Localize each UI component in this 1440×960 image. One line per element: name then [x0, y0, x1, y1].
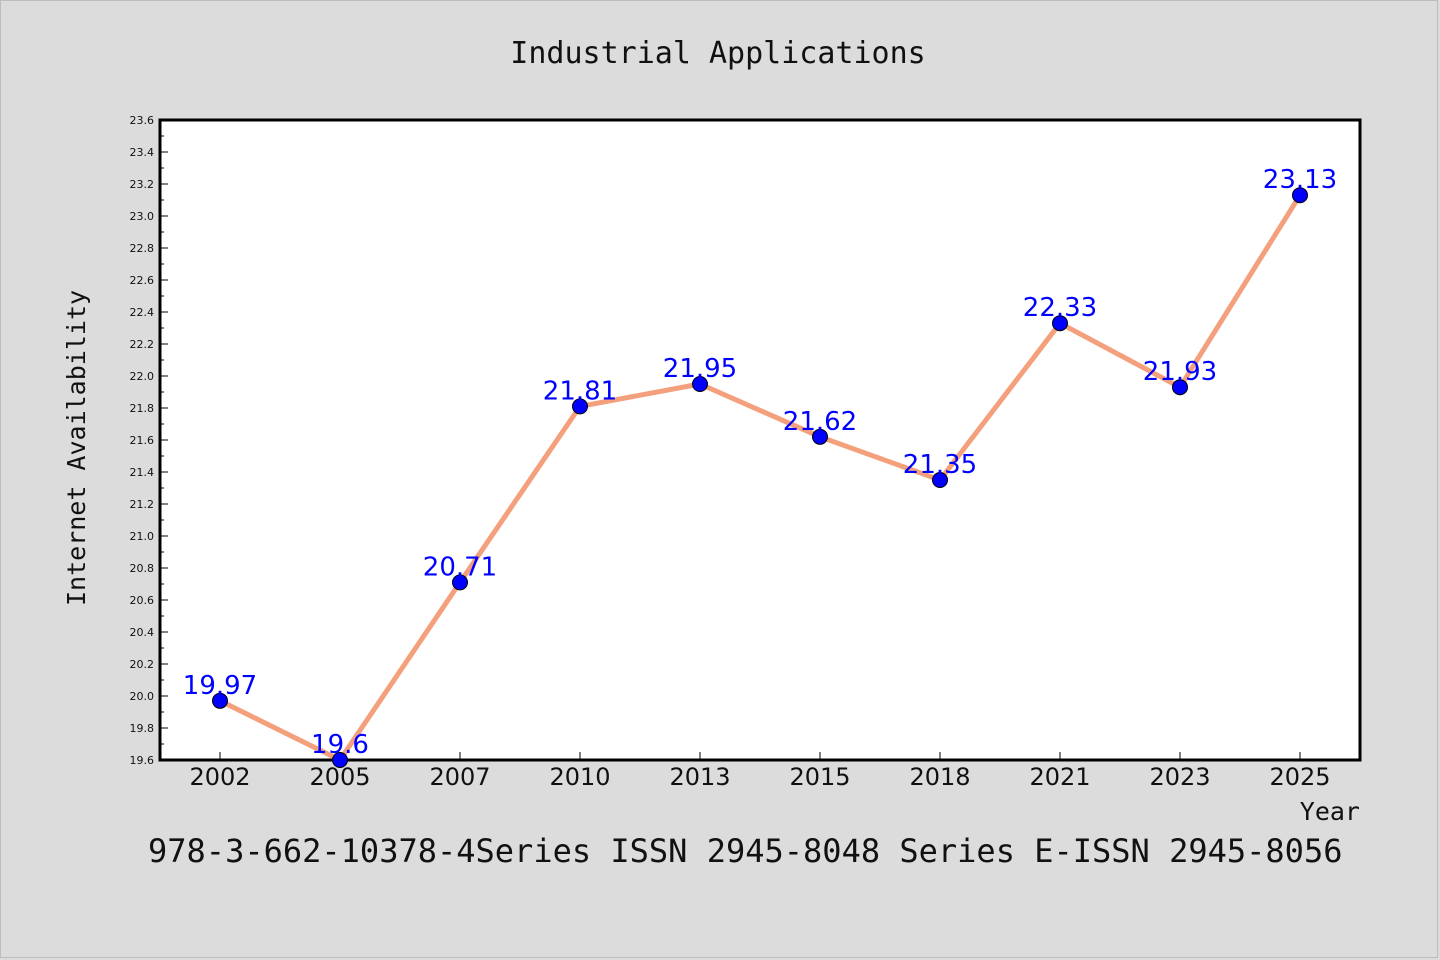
y-tick-label: 19.6 [130, 754, 155, 767]
data-label-2015: 21.62 [783, 407, 857, 437]
plot-area [158, 118, 1362, 762]
y-tick-label: 22.0 [130, 370, 155, 383]
y-tick-label: 23.2 [130, 178, 155, 191]
y-tick-label: 21.8 [130, 402, 155, 415]
y-tick-label: 21.6 [130, 434, 155, 447]
data-point-2023 [1172, 379, 1188, 396]
y-tick-label: 23.6 [130, 114, 155, 127]
y-tick-label: 19.8 [130, 722, 155, 735]
chart-title: Industrial Applications [510, 36, 925, 71]
y-tick-label: 20.0 [130, 690, 155, 703]
x-tick-label: 2015 [789, 763, 850, 791]
x-axis-label: Year [1300, 797, 1360, 826]
data-label-2023: 21.93 [1143, 357, 1217, 387]
data-point-2010 [572, 398, 588, 415]
y-tick-label: 20.4 [130, 626, 155, 639]
y-tick-label: 21.0 [130, 530, 155, 543]
data-label-2021: 22.33 [1023, 293, 1097, 323]
data-label-2002: 19.97 [183, 671, 257, 701]
x-tick-label: 2025 [1269, 763, 1330, 791]
y-tick-label: 23.0 [130, 210, 155, 223]
y-tick-label: 23.4 [130, 146, 155, 159]
data-point-2007 [452, 574, 468, 591]
data-point-2002 [212, 692, 228, 709]
y-axis-ticks: 19.6 19.8 20.0 20.2 20.4 20.6 20.8 21.0 21.2 21.4… [130, 114, 168, 767]
data-labels-layer: 19.97 19.6 20.71 21.81 21.95 21.62 21.35 22.33 2… [183, 165, 1337, 760]
x-tick-label: 2023 [1149, 763, 1210, 791]
y-tick-label: 22.2 [130, 338, 155, 351]
isbn-footer: 978-3-662-10378-4Series ISSN 2945-8048 S… [148, 832, 1343, 870]
data-point-2025 [1292, 187, 1308, 204]
data-point-2013 [692, 376, 708, 392]
y-tick-label: 22.8 [130, 242, 155, 255]
data-label-2005: 19.6 [311, 730, 369, 760]
series-line [217, 192, 1303, 763]
data-point-2021 [1052, 315, 1068, 332]
data-point-2015 [812, 428, 828, 445]
data-label-2007: 20.71 [423, 552, 497, 582]
x-tick-label: 2013 [669, 763, 730, 791]
y-tick-label: 20.6 [130, 594, 155, 607]
y-tick-label: 22.6 [130, 274, 155, 287]
x-tick-label: 2021 [1029, 763, 1090, 791]
y-tick-label: 21.4 [130, 466, 155, 479]
data-label-2010: 21.81 [543, 376, 617, 406]
data-point-2005 [332, 752, 348, 768]
y-axis-label: Internet Availability [62, 290, 91, 606]
data-point-2018 [932, 472, 948, 488]
x-tick-label: 2002 [189, 763, 250, 791]
data-label-2025: 23.13 [1263, 165, 1337, 195]
series-layer [212, 187, 1308, 768]
data-label-2013: 21.95 [663, 354, 737, 384]
y-tick-label: 20.2 [130, 658, 155, 671]
y-tick-label: 21.2 [130, 498, 155, 511]
y-tick-label: 20.8 [130, 562, 155, 575]
y-tick-label: 22.4 [130, 306, 155, 319]
x-tick-label: 2018 [909, 763, 970, 791]
x-tick-label: 2010 [549, 763, 610, 791]
data-label-2018: 21.35 [903, 450, 977, 480]
x-tick-label: 2007 [429, 763, 490, 791]
